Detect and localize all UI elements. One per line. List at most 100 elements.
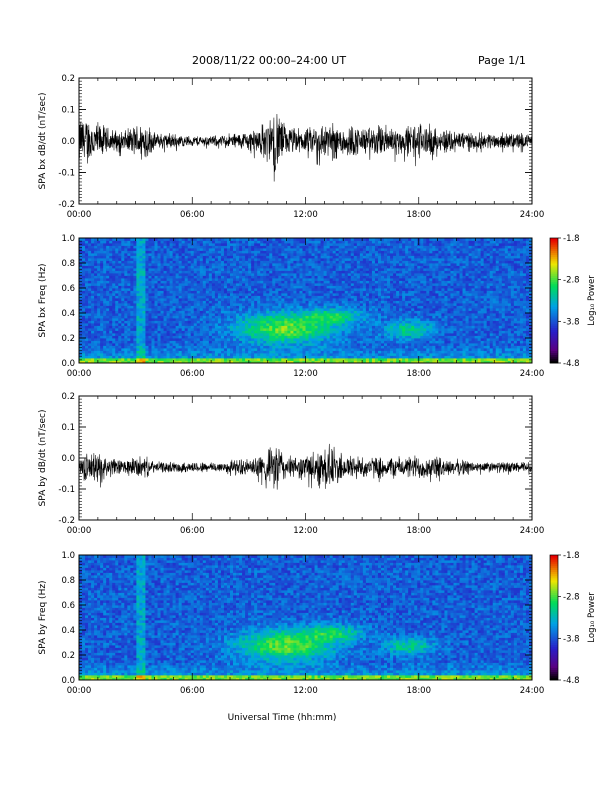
bx_spec-cell (175, 268, 180, 271)
bx_spec-cell (226, 243, 231, 246)
bx_spec-cell (79, 345, 83, 349)
bx_spec-cell (175, 280, 180, 284)
bx_spec-cell (251, 243, 255, 246)
bx_spec-cell (263, 250, 267, 254)
bx_spec-cell (341, 320, 346, 324)
bx_spec-cell (181, 340, 186, 344)
bx_spec-cell (172, 278, 177, 281)
bx_spec-cell (124, 278, 128, 281)
bx_spec-cell (245, 280, 249, 284)
bx_spec-cell (148, 330, 152, 334)
bx_spec-cell (127, 360, 131, 364)
bx_spec-cell (145, 255, 149, 259)
bx_spec-cell (181, 343, 186, 346)
bx_spec-cell (136, 358, 140, 361)
bx_spec-cell (260, 290, 264, 294)
bx_spec-cell (257, 358, 261, 361)
bx_spec-cell (199, 270, 204, 274)
bx_spec-cell (124, 300, 128, 304)
bx_spec-cell (353, 245, 358, 249)
bx_spec-cell (293, 308, 297, 311)
bx_spec-cell (94, 278, 98, 281)
bx_spec-cell (196, 238, 201, 241)
bx_spec-cell (166, 293, 170, 296)
bx_spec-cell (272, 268, 276, 271)
bx_spec-cell (239, 255, 243, 259)
bx_spec-cell (242, 320, 246, 324)
bx_spec-cell (362, 353, 367, 356)
bx_spec-cell (263, 310, 267, 314)
bx_spec-cell (248, 350, 252, 354)
bx_spec-cell (187, 260, 192, 264)
bx_spec-cell (323, 258, 328, 261)
bx_spec-cell (365, 303, 370, 306)
bx_spec-cell (118, 355, 122, 359)
bx_spec-cell (326, 278, 331, 281)
bx_spec-cell (154, 310, 158, 314)
bx_spec-cell (103, 323, 107, 326)
bx_spec-cell (163, 335, 167, 339)
bx_spec-cell (142, 318, 146, 321)
bx_spec-cell (79, 240, 83, 244)
bx_spec-cell (184, 268, 189, 271)
bx_spec-cell (341, 328, 346, 331)
bx_spec-cell (121, 350, 125, 354)
bx_spec-cell (335, 323, 340, 326)
bx_spec-cell (88, 288, 92, 291)
bx_spec-cell (100, 355, 104, 359)
bx_spec-cell (236, 328, 240, 331)
bx_spec-cell (338, 285, 343, 289)
bx_spec-cell (368, 335, 373, 339)
bx_spec-cell (184, 303, 189, 306)
bx_spec-cell (217, 240, 222, 244)
bx_spec-cell (353, 318, 358, 321)
bx_spec-cell (320, 315, 325, 319)
bx_spec-cell (106, 343, 110, 346)
bx_spec-cell (142, 293, 146, 296)
bx_spec-cell (223, 253, 228, 256)
bx_spec-cell (208, 360, 213, 364)
bx_spec-cell (293, 358, 297, 361)
bx_spec-cell (263, 338, 267, 341)
bx_spec-cell (142, 300, 146, 304)
bx_spec-cell (329, 240, 334, 244)
bx_spec-cell (323, 298, 328, 301)
bx_spec-cell (269, 248, 273, 251)
bx_spec-cell (368, 280, 373, 284)
bx_spec-cell (242, 338, 246, 341)
bx_spec-cell (196, 263, 201, 266)
bx_spec-cell (311, 323, 315, 326)
bx_spec-cell (278, 255, 282, 259)
bx_spec-cell (205, 328, 210, 331)
bx_spec-cell (263, 355, 267, 359)
bx_spec-cell (109, 328, 113, 331)
bx_spec-cell (151, 320, 155, 324)
bx_spec-cell (260, 348, 264, 351)
bx_spec-cell (368, 350, 373, 354)
bx_spec-cell (121, 265, 125, 269)
bx_spec-cell (248, 278, 252, 281)
bx_spec-cell (299, 305, 303, 309)
bx_spec-cell (160, 355, 164, 359)
bx_spec-cell (160, 288, 164, 291)
bx_spec-cell (260, 283, 264, 286)
bx_spec-cell (320, 273, 325, 276)
bx_spec-cell (230, 290, 234, 294)
bx_spec-cell (157, 335, 161, 339)
bx_spec-cell (163, 245, 167, 249)
bx_spec-cell (97, 345, 101, 349)
bx_spec-cell (118, 325, 122, 329)
bx_spec-cell (326, 290, 331, 294)
bx_spec-cell (248, 348, 252, 351)
bx_spec-cell (193, 315, 198, 319)
bx_spec-cell (106, 348, 110, 351)
bx_spec-cell (145, 313, 149, 316)
bx_spec-cell (88, 353, 92, 356)
bx_spec-cell (220, 350, 225, 354)
bx_spec-cell (290, 295, 294, 299)
bx_spec-cell (178, 335, 183, 339)
bx_spec-cell (230, 245, 234, 249)
bx_spec-cell (362, 270, 367, 274)
bx_spec-cell (175, 353, 180, 356)
bx_spec-cell (311, 360, 315, 364)
